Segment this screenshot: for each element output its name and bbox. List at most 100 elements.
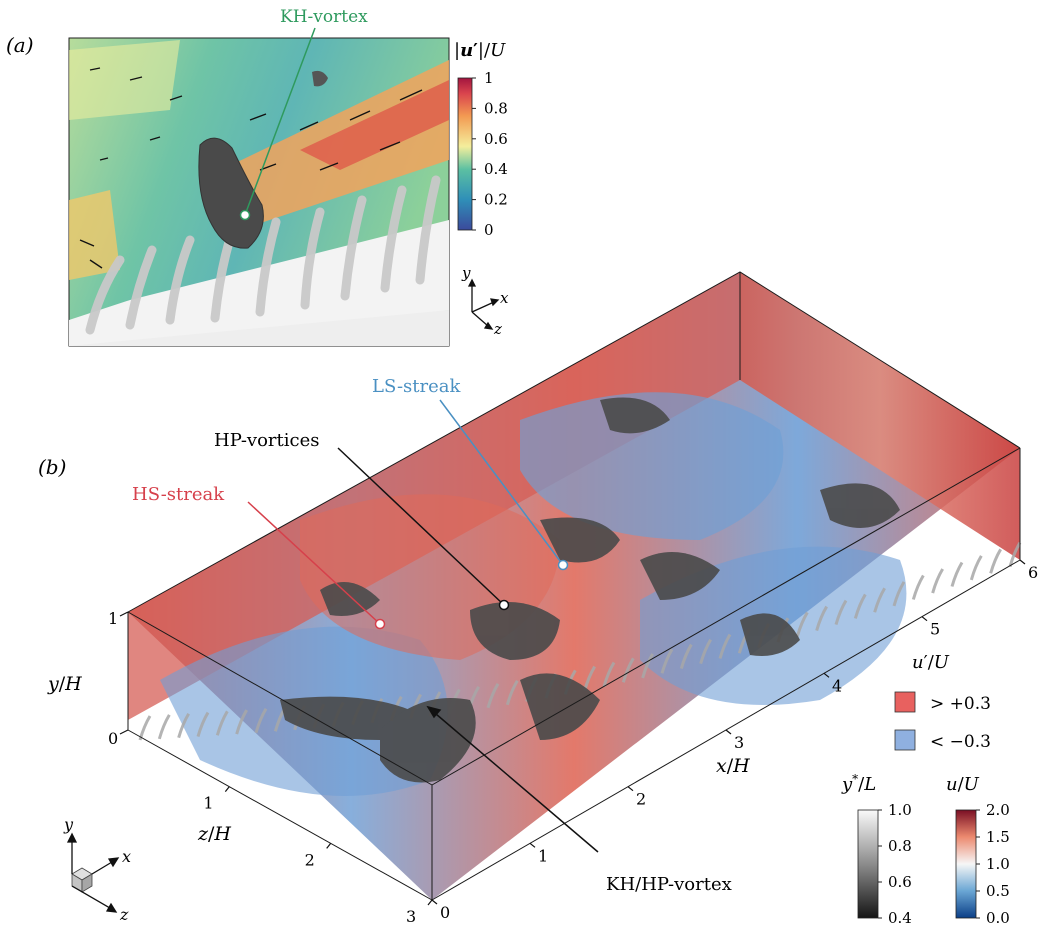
hair-strand xyxy=(853,593,867,619)
gray-colorbar-tick-label: 1.0 xyxy=(888,801,912,819)
x-tick-mark xyxy=(823,672,830,678)
x-tick-label: 0 xyxy=(440,903,450,922)
hair-strand xyxy=(486,683,500,709)
hair-strand xyxy=(602,661,616,687)
hs-streak-label: HS-streak xyxy=(132,484,225,505)
hair-strand xyxy=(660,648,674,674)
x-tick-mark xyxy=(921,616,928,622)
triad-b-x: x xyxy=(122,847,131,866)
x-axis-label: x/H xyxy=(716,755,750,777)
colorbar-a-tick-label: 0 xyxy=(484,221,494,239)
ls-streak-callout xyxy=(439,399,569,571)
legend-swatch-neg xyxy=(894,729,916,751)
hair-strand xyxy=(950,561,964,587)
colorbar-a-tick-label: 0.2 xyxy=(484,191,508,209)
hs-streak-callout xyxy=(247,501,386,630)
colorbar-a-tick-label: 0.6 xyxy=(484,130,508,148)
z-axis-label: z/H xyxy=(197,823,231,845)
x-tick-mark xyxy=(431,899,438,905)
inset-image xyxy=(68,37,450,347)
hair-strand xyxy=(621,657,635,683)
triad-b-y: y xyxy=(63,815,74,834)
z-tick-label: 2 xyxy=(305,850,315,869)
z-axis-ticks: 1 2 3 xyxy=(203,786,433,926)
ls-streak-label: LS-streak xyxy=(372,376,461,397)
hair-strand xyxy=(235,709,248,735)
legend-swatch-pos xyxy=(894,691,916,713)
legend-title: u′/U xyxy=(912,652,950,673)
x-tick-mark xyxy=(1019,559,1026,565)
hair-strand xyxy=(138,715,152,741)
z-tick-label: 1 xyxy=(203,794,213,813)
colorbar-a-title: |u′|/U xyxy=(454,40,506,61)
hair-strand xyxy=(196,711,210,737)
z-tick-label: 3 xyxy=(406,907,416,926)
hair-strand xyxy=(641,653,654,679)
y-tick-0: 0 xyxy=(108,729,118,748)
u-colorbar-title: u/U xyxy=(946,774,980,795)
y-tick-1: 1 xyxy=(108,609,118,628)
kh-callout-dot xyxy=(239,209,251,221)
hair-strand xyxy=(718,633,732,659)
colorbar-a: |u′|/U 1 0.8 0.6 0.4 0.2 0 xyxy=(454,40,508,239)
panel-b-label: (b) xyxy=(38,455,66,479)
z-tick-mark xyxy=(326,842,332,849)
x-tick-label: 4 xyxy=(832,676,842,695)
x-tick-mark xyxy=(627,786,634,792)
u-colorbar-tick-label: 0.5 xyxy=(986,882,1010,900)
legend-label-pos: > +0.3 xyxy=(930,694,991,714)
hair-strand xyxy=(989,548,1002,574)
y-axis-label: y/H xyxy=(47,673,82,695)
hair-strand xyxy=(679,643,693,669)
hair-strand xyxy=(1008,541,1022,568)
u-colorbar xyxy=(955,809,977,919)
hp-vortices-label: HP-vortices xyxy=(214,430,319,451)
triad-a-y: y xyxy=(461,264,471,282)
u-colorbar-tick-label: 2.0 xyxy=(986,801,1010,819)
y-axis-ticks xyxy=(119,611,129,735)
hair-strand xyxy=(834,599,848,625)
panel-a-label: (a) xyxy=(6,33,34,57)
colorbar-a-tick-label: 0.8 xyxy=(484,99,508,117)
gray-colorbar-tick-label: 0.6 xyxy=(888,873,912,891)
hair-strand xyxy=(795,611,809,637)
hair-strand xyxy=(157,714,171,740)
gray-colorbar xyxy=(857,809,879,919)
hair-strand xyxy=(215,710,229,736)
x-tick-label: 2 xyxy=(636,790,646,809)
colorbar-a-tick-label: 0.4 xyxy=(484,160,508,178)
gray-colorbar-ticks: 1.0 0.8 0.6 0.4 xyxy=(878,801,912,927)
hair-strand xyxy=(815,605,828,631)
triad-a-x: x xyxy=(500,289,509,307)
hair-strand xyxy=(911,574,925,600)
u-colorbar-tick-label: 1.5 xyxy=(986,828,1010,846)
x-tick-mark xyxy=(529,842,536,848)
hair-strand xyxy=(177,712,190,739)
hp-vortices-callout xyxy=(337,447,510,611)
hair-strand xyxy=(892,581,906,607)
hair-strand xyxy=(699,638,712,665)
x-tick-label: 6 xyxy=(1028,563,1038,582)
x-axis-ticks: 0 1 2 3 4 5 6 xyxy=(431,559,1038,922)
hair-strand xyxy=(254,707,268,734)
kh-callout-line xyxy=(244,27,316,216)
x-tick-label: 3 xyxy=(734,733,744,752)
hair-strand xyxy=(969,555,983,581)
u-colorbar-ticks: 2.0 1.5 1.0 0.5 0.0 xyxy=(976,801,1010,927)
colorbar-a-tick-label: 1 xyxy=(484,69,494,87)
kh-hp-vortex-label: KH/HP-vortex xyxy=(606,874,732,895)
u-colorbar-tick-label: 1.0 xyxy=(986,855,1010,873)
axes-triad-a xyxy=(467,278,500,330)
z-tick-mark xyxy=(224,786,230,793)
legend-label-neg: < −0.3 xyxy=(930,732,991,752)
axes-triad-b xyxy=(66,832,120,913)
u-colorbar-tick-label: 0.0 xyxy=(986,909,1010,927)
gray-colorbar-title: y*/L xyxy=(841,772,876,795)
gray-colorbar-tick-label: 0.8 xyxy=(888,837,912,855)
kh-vortex-label: KH-vortex xyxy=(280,7,368,27)
triad-a-z: z xyxy=(493,320,502,338)
x-tick-mark xyxy=(725,729,732,735)
hair-strand xyxy=(505,679,519,706)
x-tick-label: 5 xyxy=(930,620,940,639)
